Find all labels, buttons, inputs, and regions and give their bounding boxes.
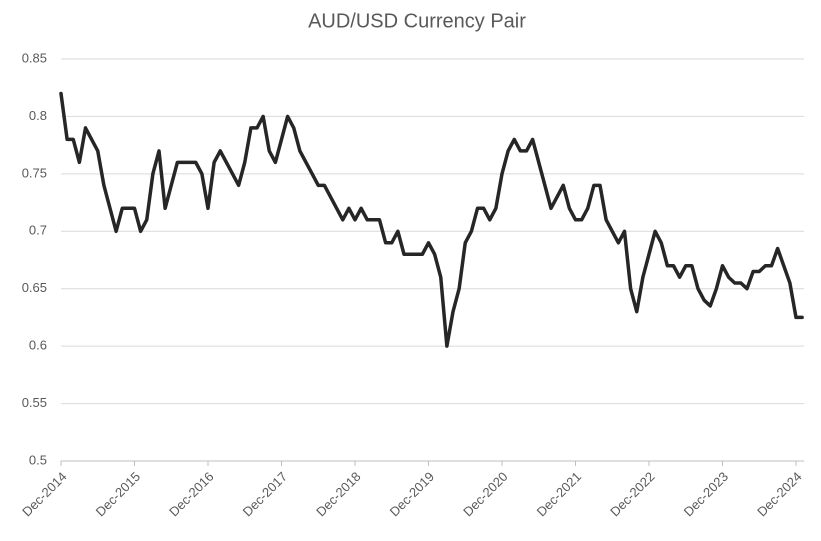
x-tick-label: Dec-2020 [460,469,510,519]
x-tick-label: Dec-2014 [19,469,69,519]
x-tick-label: Dec-2022 [607,469,657,519]
x-tick-label: Dec-2016 [166,469,216,519]
y-tick-label: 0.65 [22,280,47,295]
y-tick-label: 0.6 [29,338,47,353]
x-tick-label: Dec-2018 [313,469,363,519]
price-line [59,91,804,348]
y-tick-label: 0.55 [22,395,47,410]
x-tick-label: Dec-2015 [93,469,143,519]
x-tick-label: Dec-2019 [387,469,437,519]
x-tick-label: Dec-2021 [534,469,584,519]
x-tick-label: Dec-2023 [681,469,731,519]
x-tick-label: Dec-2024 [754,469,804,519]
y-tick-label: 0.85 [22,50,47,65]
y-tick-label: 0.7 [29,223,47,238]
y-tick-label: 0.8 [29,108,47,123]
x-tick-label: Dec-2017 [240,469,290,519]
y-tick-label: 0.5 [29,452,47,467]
y-tick-label: 0.75 [22,165,47,180]
chart-title: AUD/USD Currency Pair [308,10,526,32]
